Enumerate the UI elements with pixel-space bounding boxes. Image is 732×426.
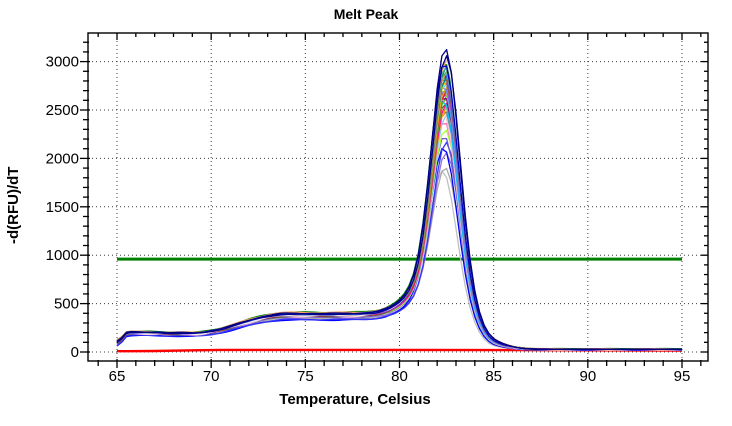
negative-control-trace	[116, 348, 683, 353]
x-tick-label: 85	[485, 368, 502, 385]
melt-curve	[116, 74, 683, 351]
y-tick-label: 500	[54, 296, 79, 313]
melt-curve	[116, 78, 683, 350]
chart-title: Melt Peak	[333, 6, 399, 22]
y-tick-label: 2000	[46, 150, 79, 167]
melt-curve	[116, 98, 682, 351]
x-tick-label: 90	[579, 368, 596, 385]
x-axis-label: Temperature, Celsius	[279, 391, 431, 408]
negative-control-curve	[116, 348, 683, 353]
melt-curve	[116, 111, 682, 351]
melt-curve	[116, 48, 683, 351]
x-tick-label: 80	[391, 368, 408, 385]
axis-ticks	[80, 33, 708, 368]
y-tick-label: 1500	[46, 199, 79, 216]
melt-curves	[116, 48, 683, 351]
melt-curve	[116, 137, 683, 351]
melt-curve	[116, 102, 683, 351]
melt-curve	[116, 114, 683, 351]
y-tick-label: 0	[71, 344, 79, 361]
x-tick-label: 95	[674, 368, 691, 385]
melt-curve	[116, 98, 683, 351]
melt-curve	[116, 152, 682, 351]
melt-curve	[116, 102, 682, 351]
x-tick-label: 75	[297, 368, 314, 385]
gridlines	[88, 33, 708, 361]
x-tick-label: 65	[109, 368, 126, 385]
melt-curve	[116, 129, 683, 351]
x-tick-label: 70	[203, 368, 220, 385]
y-tick-label: 3000	[46, 54, 79, 71]
y-tick-label: 2500	[46, 102, 79, 119]
axis-tick-labels: 65 70 75 80 85 90 95 0 500 1000 1500 2000 2500 3000	[46, 54, 691, 385]
y-tick-label: 1000	[46, 247, 79, 264]
